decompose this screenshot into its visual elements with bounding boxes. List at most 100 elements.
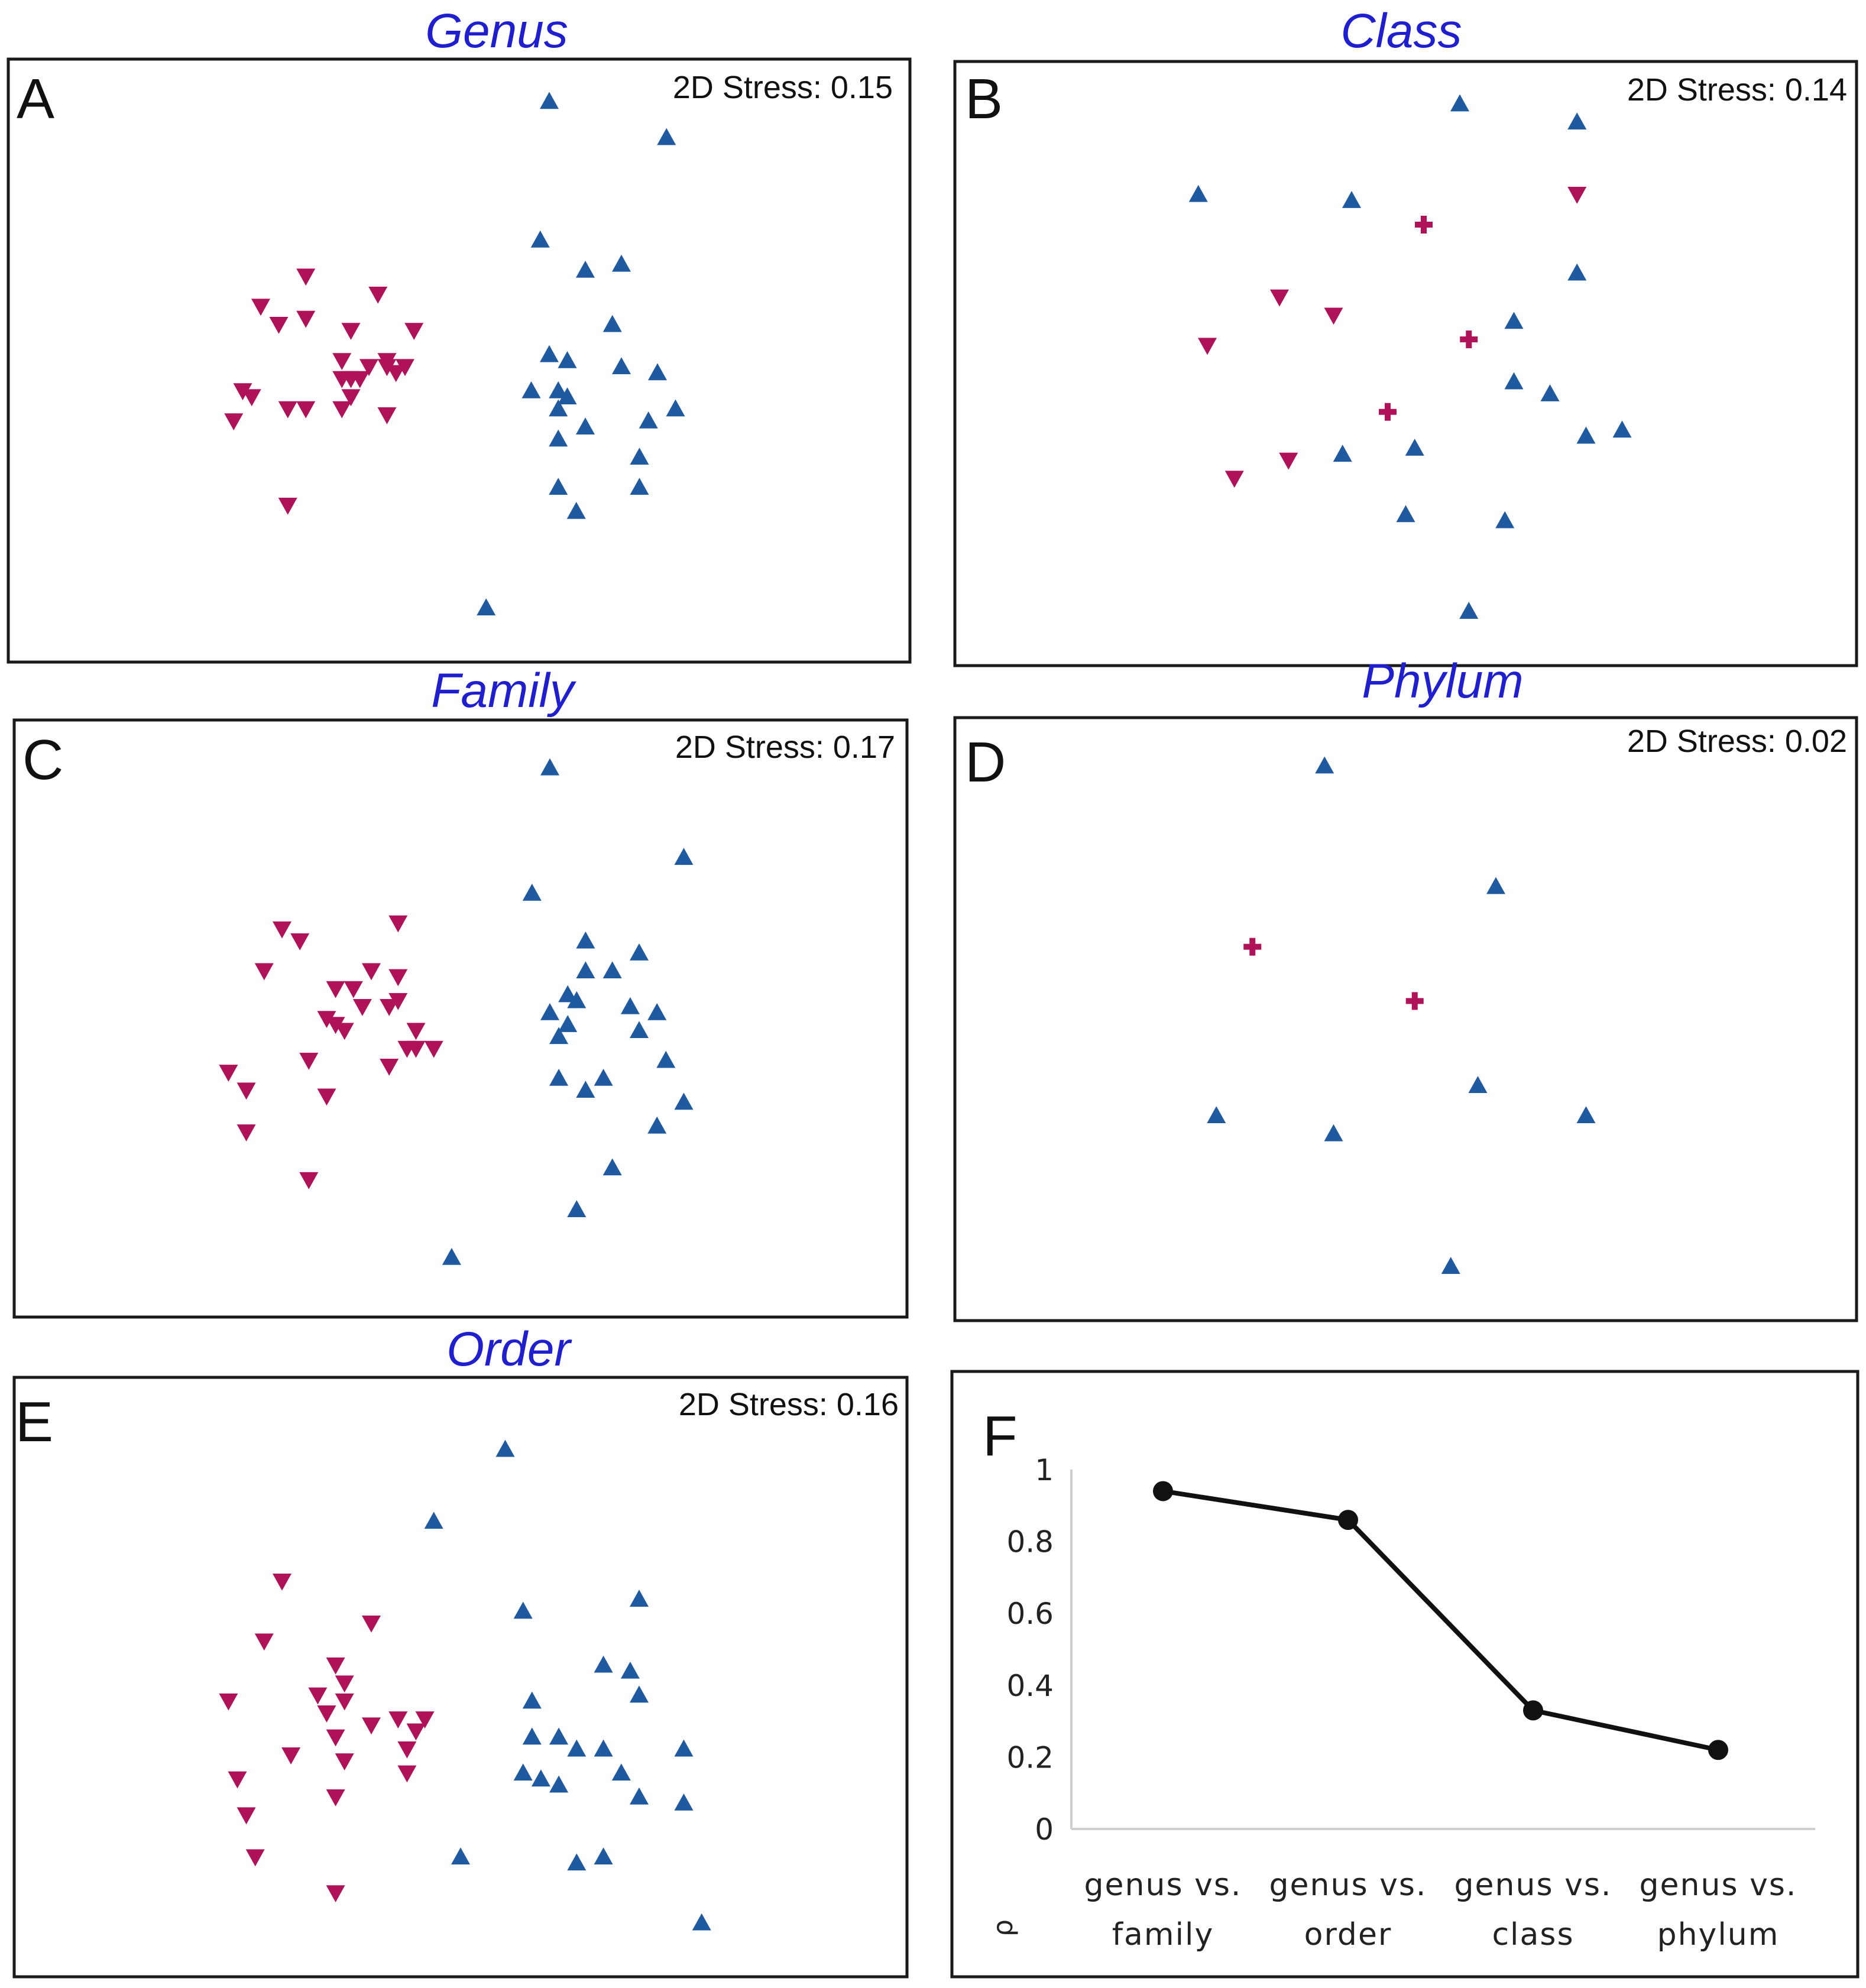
point-group1-18 [219, 1065, 238, 1082]
point-group1-18 [242, 389, 261, 407]
point-group2-14 [666, 399, 685, 417]
point-group2-20 [567, 1853, 587, 1871]
point-group2-18 [647, 1116, 667, 1134]
point-group1-19 [326, 1789, 345, 1807]
point-group2-19 [549, 478, 568, 495]
panel-f-line-chart: 0 0.2 0.4 0.6 0.8 1 genus vs. family genus vs. or… [987, 1453, 1815, 1953]
point-group2-6 [540, 345, 559, 362]
point-group2-9 [549, 1727, 569, 1745]
point-group2-18 [674, 1793, 694, 1811]
x-tick-label: order [1304, 1917, 1392, 1953]
point-group2-8 [612, 357, 631, 374]
point-group1-3 [326, 1657, 345, 1675]
point-group1-2 [1324, 307, 1343, 325]
panel-d-frame [953, 716, 1858, 1322]
point-group2-17 [674, 1092, 694, 1110]
point-group2-21 [442, 1248, 461, 1265]
point-group1-cross-0 [1415, 215, 1433, 233]
point-group2-16 [611, 1763, 631, 1781]
point-group2-17 [630, 1787, 649, 1805]
point-group2-14 [531, 1769, 550, 1787]
point-group2-9 [647, 1003, 667, 1020]
point-group1-23 [278, 498, 297, 515]
point-group2-8 [522, 1727, 542, 1745]
point-group1-cross-0 [1243, 938, 1262, 956]
panel-d-title: Phylum [1362, 654, 1523, 708]
panel-b: Class B 2D Stress: 0.14 [953, 4, 1858, 667]
point-group1-12 [406, 1723, 426, 1741]
point-group1-13 [326, 1729, 345, 1747]
point-group1-6 [335, 1693, 354, 1711]
point-group1-9 [380, 999, 399, 1016]
point-group1-14 [386, 365, 406, 382]
point-group1-0 [1567, 187, 1587, 204]
point-group1-4 [368, 287, 388, 304]
point-group2-6 [522, 1691, 542, 1709]
panel-e-title: Order [446, 1322, 572, 1376]
x-tick-label: genus vs. [1640, 1867, 1797, 1903]
point-group2-20 [567, 1200, 587, 1217]
point-group1-0 [273, 1573, 291, 1591]
point-group2-15 [639, 411, 658, 429]
panel-c-stress: 2D Stress: 0.17 [675, 729, 895, 765]
panel-d-stress: 2D Stress: 0.02 [1627, 724, 1847, 759]
panel-a-title: Genus [425, 4, 568, 58]
point-group2-6 [1504, 372, 1524, 390]
point-group1-4 [1224, 471, 1244, 488]
point-group2-11 [549, 1027, 569, 1045]
point-group2-12 [630, 1021, 649, 1038]
point-group2-13 [549, 399, 568, 417]
panel-a-letter: A [17, 67, 54, 131]
point-group1-0 [273, 921, 291, 939]
point-group2-15 [549, 1775, 569, 1793]
point-group1-10 [388, 1711, 408, 1728]
series-line [1162, 1488, 1719, 1753]
panel-b-frame [953, 60, 1858, 667]
point-group2-3 [576, 261, 595, 278]
point-group1-10 [388, 993, 408, 1010]
panel-d: Phylum D 2D Stress: 0.02 [953, 654, 1858, 1322]
point-group2-20 [630, 478, 649, 495]
point-group1-4 [335, 1675, 354, 1693]
point-group2-2 [513, 1601, 533, 1619]
point-group1-3 [1198, 338, 1217, 355]
point-group1-3 [254, 963, 274, 981]
point-group2-13 [513, 1763, 533, 1781]
x-tick-label: class [1492, 1917, 1574, 1953]
point-group1-5 [388, 969, 408, 987]
point-group2-6 [1441, 1257, 1460, 1274]
point-group1-11 [350, 371, 370, 388]
point-group1-2 [388, 915, 408, 933]
point-group2-11 [1405, 439, 1424, 456]
point-group2-16 [576, 417, 595, 434]
point-group2-7 [1540, 384, 1560, 401]
y-tick-label: 1 [1035, 1453, 1054, 1487]
point-group2-7 [630, 1685, 649, 1703]
point-group2-10 [567, 1739, 587, 1757]
y-tick-label: 0.8 [1006, 1525, 1054, 1559]
y-tick-label: 0.4 [1006, 1669, 1054, 1703]
point-group1-1 [290, 933, 310, 951]
point-group2-5 [602, 314, 622, 332]
point-group2-2 [530, 231, 550, 248]
point-group2-1 [674, 848, 694, 865]
panel-d-letter: D [965, 731, 1006, 794]
point-group2-19 [451, 1847, 470, 1864]
point-group1-22 [377, 407, 397, 424]
point-group1-8 [352, 999, 372, 1016]
point-group1-0 [296, 268, 316, 286]
point-group2-10 [521, 381, 541, 398]
point-group2-23 [558, 985, 578, 1003]
point-group2-5 [620, 1661, 640, 1679]
point-group1-19 [237, 1082, 256, 1100]
point-group2-1 [424, 1512, 443, 1529]
point-group1-17 [233, 383, 252, 400]
panel-b-stress: 2D Stress: 0.14 [1627, 72, 1847, 108]
y-tick-label: 0.6 [1006, 1597, 1054, 1631]
point-group2-15 [594, 1069, 613, 1086]
panel-b-letter: B [965, 67, 1003, 131]
x-tick-label: phylum [1657, 1917, 1780, 1953]
point-group1-7 [219, 1693, 238, 1711]
x-tick-label: genus vs. [1454, 1867, 1612, 1903]
panel-b-title: Class [1340, 4, 1462, 58]
